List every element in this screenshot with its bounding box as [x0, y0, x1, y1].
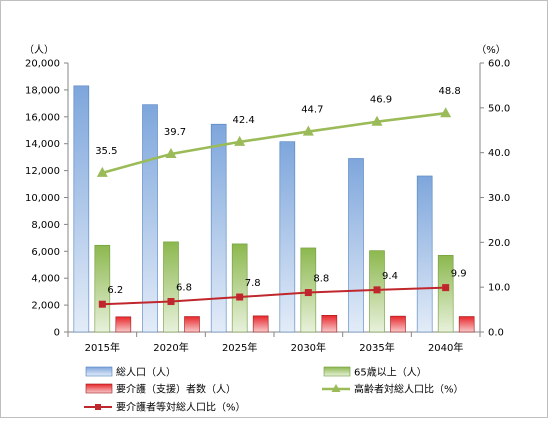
- x-tick-label: 2015年: [85, 341, 120, 354]
- right-tick-label: 10.0: [488, 283, 510, 294]
- line-2-marker: [167, 298, 175, 306]
- line-1-data-label: 42.4: [233, 115, 255, 126]
- bar-1: [416, 175, 433, 333]
- line-2-marker: [98, 300, 106, 308]
- right-tick-label: 20.0: [488, 238, 510, 249]
- line-1-data-label: 44.7: [301, 105, 323, 116]
- x-tick-label: 2040年: [428, 341, 463, 354]
- line-series-1: [101, 111, 446, 175]
- right-tick-label: 0.0: [488, 328, 504, 339]
- left-tick-label: 14,000: [25, 139, 60, 150]
- bar-1: [73, 85, 90, 333]
- line-2-marker: [236, 293, 244, 301]
- legend-label: 65歳以上（人）: [354, 367, 427, 379]
- right-tick-label: 50.0: [488, 103, 510, 114]
- bar-2: [231, 243, 248, 333]
- legend-label: 要介護（支援）者数（人）: [116, 383, 236, 396]
- line-2-data-label: 6.8: [176, 283, 192, 294]
- x-tick-label: 2035年: [359, 341, 394, 354]
- line-1-marker: [302, 125, 314, 136]
- left-tick-label: 18,000: [25, 85, 60, 96]
- bar-3: [390, 315, 406, 333]
- x-tick-label: 2020年: [153, 341, 188, 354]
- legend-swatch: [323, 366, 351, 377]
- right-tick-label: 40.0: [488, 148, 510, 159]
- bar-3: [184, 316, 200, 333]
- right-axis-unit: （%）: [476, 44, 506, 56]
- right-tick-label: 60.0: [488, 59, 510, 70]
- left-tick-label: 12,000: [25, 166, 60, 177]
- line-1-marker: [96, 166, 108, 177]
- legend-label: 総人口（人）: [116, 366, 176, 379]
- line-2-marker: [304, 289, 312, 297]
- line-series-2: [102, 286, 446, 306]
- legend-marker: [331, 384, 341, 392]
- line-2-data-label: 9.4: [382, 271, 398, 282]
- bar-2: [163, 241, 179, 333]
- bar-2: [437, 255, 454, 333]
- left-tick-label: 16,000: [25, 112, 60, 123]
- bar-3: [321, 315, 338, 333]
- line-1-data-label: 39.7: [164, 127, 186, 138]
- legend-swatch: [85, 366, 113, 377]
- x-tick-label: 2025年: [222, 341, 257, 354]
- bar-2: [94, 244, 111, 333]
- left-tick-label: 10,000: [25, 193, 60, 204]
- legend-swatch: [85, 383, 113, 394]
- line-2-marker: [442, 284, 450, 292]
- legend-label: 要介護者等対総人口比（%）: [116, 401, 246, 414]
- line-1-marker: [165, 148, 177, 159]
- bar-1: [142, 104, 158, 333]
- bar-3: [115, 316, 132, 333]
- bar-1: [210, 123, 227, 333]
- line-2-data-label: 7.8: [245, 278, 261, 289]
- legend-marker: [95, 404, 101, 410]
- line-2-data-label: 8.8: [313, 274, 329, 285]
- line-1-data-label: 46.9: [370, 95, 392, 106]
- bar-1: [348, 158, 364, 333]
- left-axis-unit: （人）: [24, 44, 54, 56]
- left-tick-label: 0: [54, 328, 60, 339]
- right-tick-label: 30.0: [488, 193, 510, 204]
- left-tick-label: 8,000: [31, 220, 60, 231]
- left-tick-label: 6,000: [31, 247, 60, 258]
- bar-3: [458, 316, 475, 333]
- left-tick-label: 4,000: [31, 274, 60, 285]
- line-1-data-label: 48.8: [439, 86, 461, 97]
- legend-label: 高齢者対総人口比（%）: [354, 383, 464, 396]
- line-2-data-label: 6.2: [107, 285, 123, 296]
- left-tick-label: 20,000: [25, 59, 60, 70]
- line-1-marker: [234, 135, 246, 146]
- bar-1: [279, 141, 296, 333]
- line-2-marker: [373, 286, 381, 294]
- line-1-marker: [371, 115, 383, 126]
- line-1-marker: [440, 107, 452, 118]
- bar-3: [252, 315, 269, 333]
- line-2-data-label: 9.9: [451, 269, 467, 280]
- left-tick-label: 2,000: [31, 301, 60, 312]
- line-1-data-label: 35.5: [95, 146, 117, 157]
- x-tick-label: 2030年: [291, 341, 326, 354]
